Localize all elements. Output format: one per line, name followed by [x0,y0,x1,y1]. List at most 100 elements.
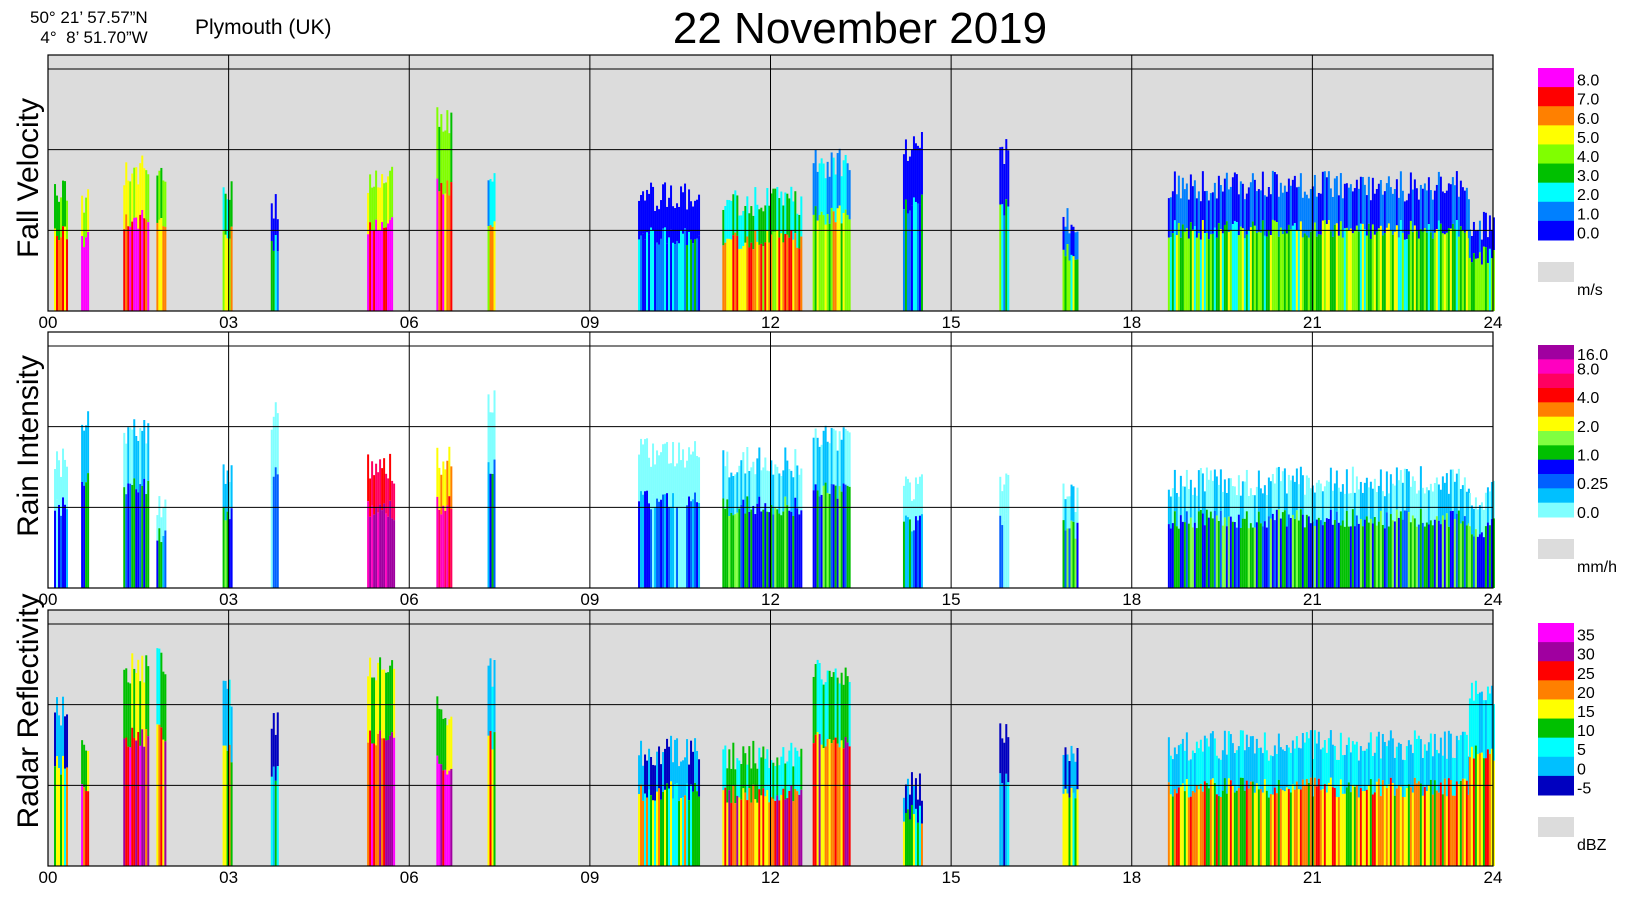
precip-cell [489,225,492,311]
precip-cell [1231,786,1234,866]
precip-cell [828,223,831,311]
precip-cell [1275,222,1278,311]
precip-cell [792,516,795,588]
precip-cell [448,770,451,866]
precip-cell [816,220,819,311]
precip-cell [834,737,837,866]
precip-cell [748,511,751,588]
colorbar-swatch [1538,68,1574,88]
precip-cell [1297,230,1300,311]
precip-cell [127,180,130,227]
precip-cell [1411,189,1414,233]
precip-cell [670,229,673,311]
colorbar-swatch [1538,699,1574,720]
precip-cell [1277,509,1280,588]
precip-cell [688,800,691,866]
precip-cell [131,727,134,866]
precip-cell [272,218,275,251]
precip-cell [1215,794,1218,866]
precip-cell [377,733,380,866]
precip-event [367,453,396,588]
precip-cell [54,510,57,588]
precip-cell [684,795,687,866]
precip-cell [1441,476,1444,516]
precip-cell [1307,516,1310,588]
precip-cell [840,740,843,866]
precip-cell [1441,233,1444,311]
precip-cell [690,784,693,866]
precip-cell [1307,477,1310,517]
precip-cell [726,238,729,311]
precip-cell [436,178,439,311]
precip-cell [784,192,787,234]
precip-cell [790,511,793,588]
precip-cell [742,499,745,588]
precip-cell [1001,738,1004,784]
precip-cell [1349,184,1352,229]
precip-cell [272,766,275,866]
precip-cell [1279,481,1282,519]
precip-cell [440,183,443,311]
precip-cell [1325,752,1328,793]
precip-cell [684,228,687,311]
precip-cell [726,802,729,866]
precip-cell [393,737,396,866]
precip-cell [1419,184,1422,230]
colorbar-swatch [1538,775,1574,796]
precip-cell [125,162,128,215]
precip-cell [444,130,447,194]
precip-cell [698,194,701,236]
precip-cell [786,761,789,799]
precip-cell [1227,231,1230,311]
precip-cell [162,671,165,740]
precip-cell [1419,508,1422,588]
precip-cell [1339,173,1342,222]
precip-cell [1373,193,1376,235]
precip-cell [680,186,683,231]
precip-cell [918,476,921,516]
precip-cell [1417,735,1420,782]
precip-cell [1261,171,1264,221]
precip-cell [139,163,142,215]
precip-cell [1403,239,1406,311]
precip-cell [1381,491,1384,526]
precip-cell [1209,470,1212,512]
precip-cell [1223,730,1226,779]
precip-cell [66,767,69,866]
precip-cell [812,676,815,744]
x-tick-label: 12 [761,590,780,609]
precip-cell [393,483,396,521]
precip-cell [670,506,673,588]
precip-cell [1281,512,1284,588]
precip-cell [1353,744,1356,788]
precip-cell [143,478,146,588]
precip-cell [652,186,655,231]
precip-cell [1323,171,1326,221]
precip-cell [493,659,496,733]
precip-cell [1177,223,1180,311]
colorbar-label: 0 [1577,761,1586,778]
precip-cell [1329,188,1332,232]
precip-event [1167,466,1470,588]
precip-cell [1395,788,1398,866]
precip-cell [1285,526,1288,588]
precip-cell [369,657,372,731]
precip-cell [123,229,126,311]
precip-cell [1253,179,1256,226]
precip-cell [746,800,749,866]
precip-cell [1474,529,1477,588]
precip-cell [491,473,494,588]
precip-cell [1433,232,1436,311]
precip-cell [1405,469,1408,511]
precip-cell [1331,744,1334,788]
precip-cell [800,510,803,588]
colorbar-swatch [1538,502,1574,518]
precip-event [1062,483,1079,588]
precip-cell [748,788,751,866]
precip-cell [1470,534,1473,588]
precip-cell [820,679,823,745]
precip-cell [1189,222,1192,311]
precip-cell [135,489,138,588]
precip-cell [910,500,913,532]
